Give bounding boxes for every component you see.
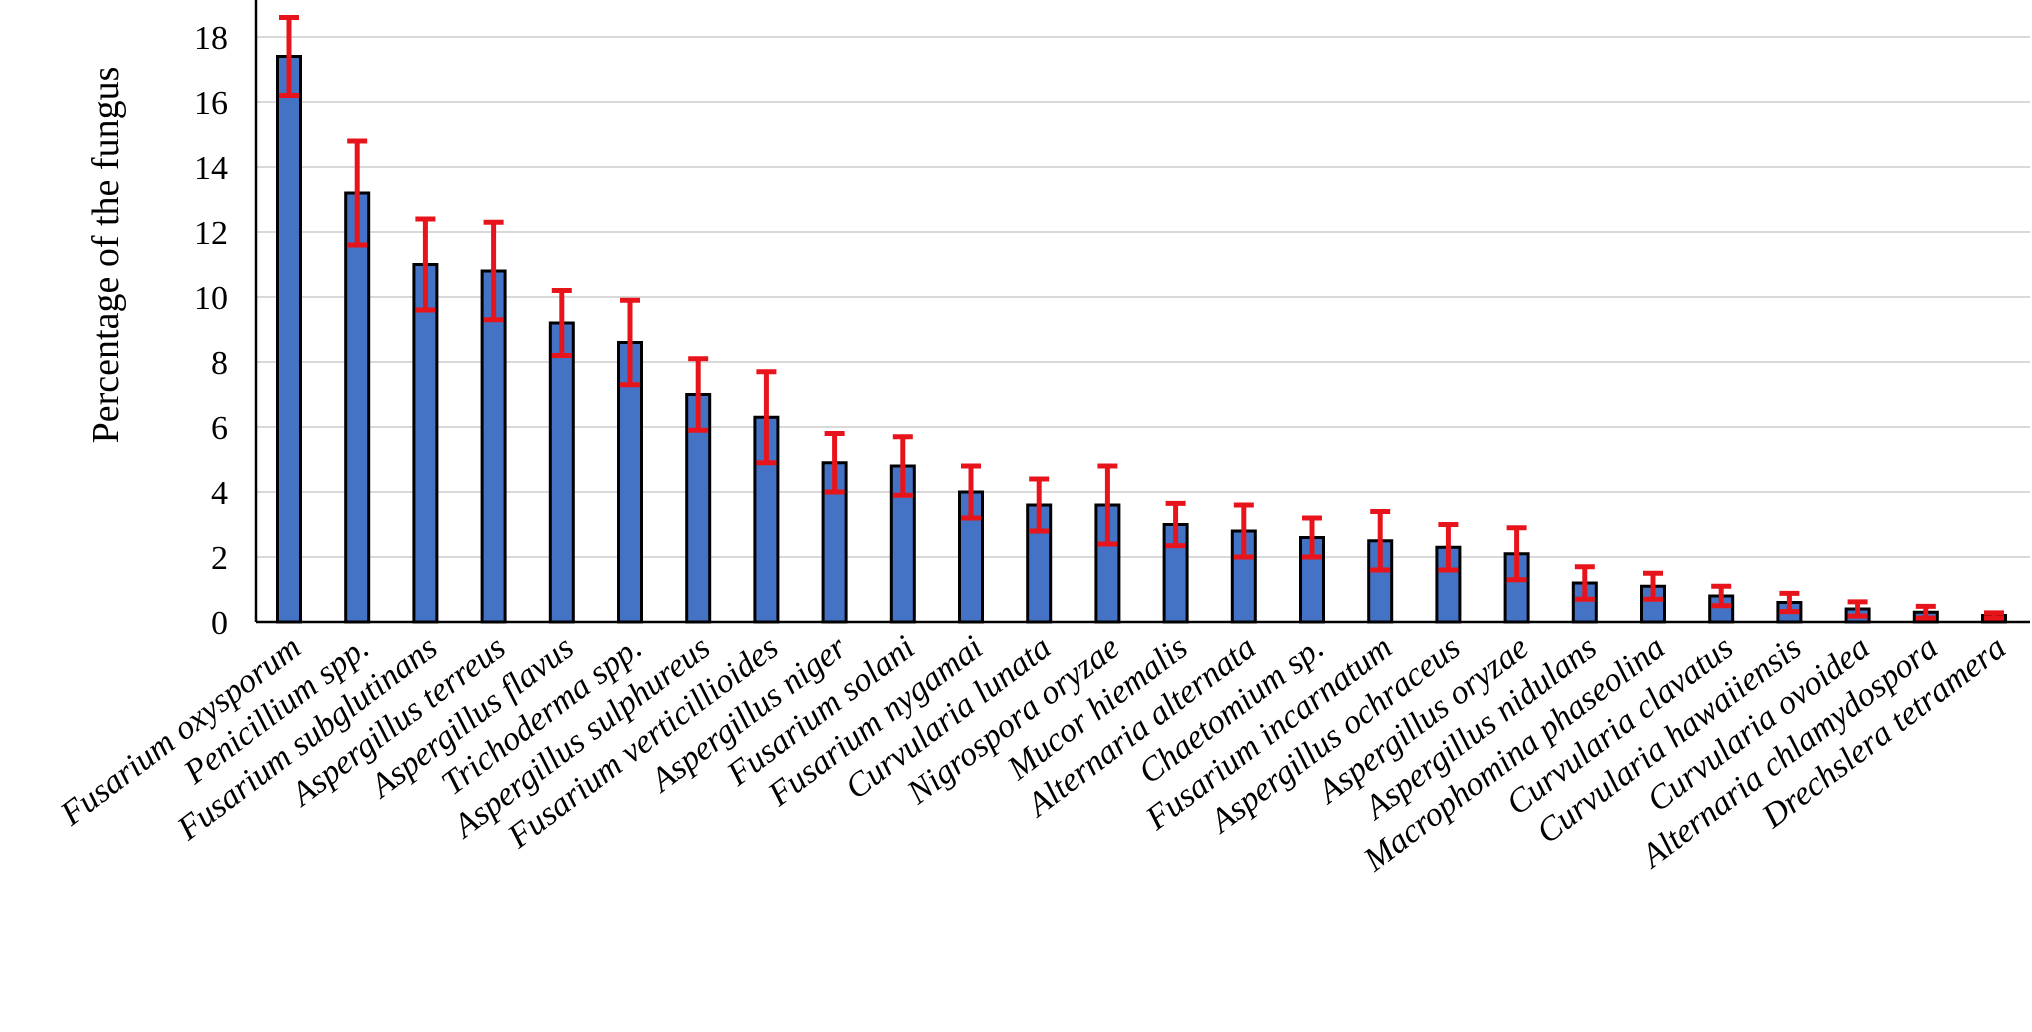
error-bar <box>1643 570 1663 602</box>
gridlines <box>256 36 2030 558</box>
error-bar <box>892 434 913 498</box>
error-bar <box>1165 500 1186 549</box>
error-bar <box>1438 522 1459 573</box>
y-tick-label: 4 <box>211 475 228 512</box>
bar <box>276 55 302 624</box>
y-tick-label: 0 <box>211 605 228 642</box>
error-bar <box>1506 525 1527 583</box>
y-tick-label: 2 <box>211 540 228 577</box>
error-bar <box>1097 463 1118 547</box>
error-bar <box>551 288 572 358</box>
y-tick-label: 14 <box>194 150 228 187</box>
bar <box>412 263 439 624</box>
y-tick-label: 12 <box>194 215 228 252</box>
bars <box>276 55 2007 624</box>
error-bar <box>961 463 981 521</box>
error-bar <box>1233 502 1254 560</box>
y-tick-label: 16 <box>194 85 228 122</box>
error-bar <box>756 369 777 466</box>
error-bar <box>1847 599 1868 619</box>
bar <box>344 191 371 624</box>
y-tick-label: 6 <box>211 410 228 447</box>
error-bar <box>1370 509 1391 573</box>
bar <box>480 269 507 624</box>
error-bar <box>1711 583 1732 609</box>
y-tick-label: 8 <box>211 345 228 382</box>
bar <box>548 321 575 624</box>
y-axis-title: Percentage of the fungus <box>85 67 127 444</box>
error-bars <box>279 15 2004 621</box>
error-bar <box>824 431 845 495</box>
error-bar <box>688 356 709 433</box>
error-bar <box>620 297 640 388</box>
error-bar <box>1029 476 1050 534</box>
y-axis-ticks: 0 2 4 6 8 10 12 14 16 18 <box>194 20 228 642</box>
error-bar <box>1574 564 1595 602</box>
error-bar <box>347 138 368 248</box>
error-bar <box>1984 610 2004 621</box>
error-bar <box>1779 590 1800 615</box>
error-bar <box>1302 515 1322 560</box>
error-bar <box>483 219 504 323</box>
y-tick-label: 18 <box>194 20 228 57</box>
y-tick-label: 10 <box>194 280 228 317</box>
error-bar <box>415 216 436 313</box>
error-bar <box>1915 603 1936 621</box>
error-bar <box>279 15 299 98</box>
